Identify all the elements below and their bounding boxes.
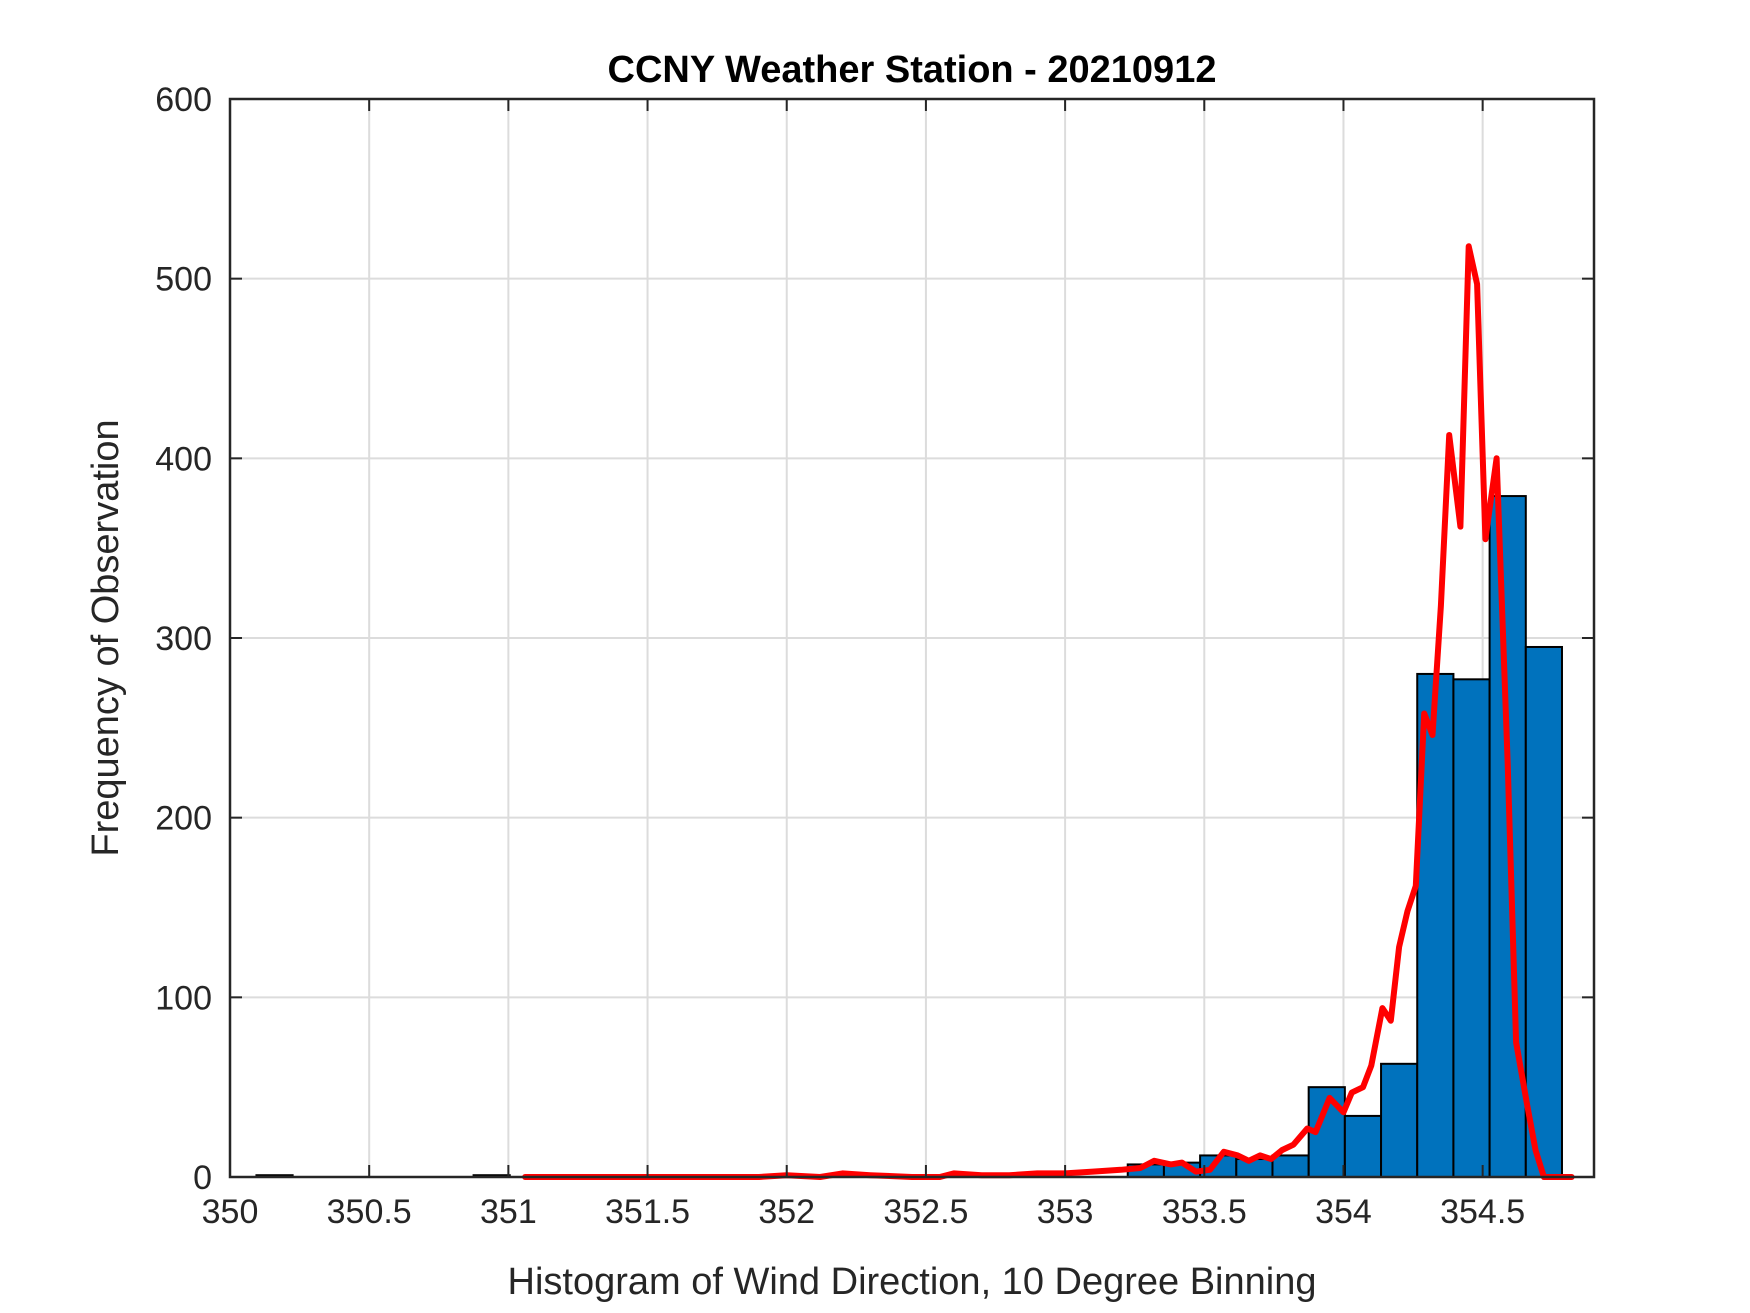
histogram-bar xyxy=(1524,645,1563,1178)
x-tick-label: 353 xyxy=(1037,1193,1094,1231)
y-tick-label: 400 xyxy=(155,440,212,478)
tick-labels: 350 350.5 351 351.5 352 352.5 353 353.5 354 354.5… xyxy=(155,81,1525,1231)
histogram-bar xyxy=(1271,1154,1310,1178)
x-tick-label: 354 xyxy=(1315,1193,1372,1231)
x-tick-label: 354.5 xyxy=(1440,1193,1525,1231)
y-tick-label: 0 xyxy=(193,1159,212,1197)
x-tick-label: 352 xyxy=(758,1193,815,1231)
x-axis-title: Histogram of Wind Direction, 10 Degree B… xyxy=(508,1261,1317,1303)
x-tick-label: 352.5 xyxy=(883,1193,968,1231)
y-tick-label: 100 xyxy=(155,979,212,1017)
axes xyxy=(228,97,1596,1179)
frequency-line-path xyxy=(522,243,1575,1180)
frequency-line xyxy=(522,243,1575,1180)
grid xyxy=(230,99,1594,1177)
y-tick-label: 200 xyxy=(155,800,212,838)
y-tick-label: 500 xyxy=(155,261,212,299)
y-axis-title: Frequency of Observation xyxy=(85,419,127,856)
x-tick-label: 351.5 xyxy=(605,1193,690,1231)
x-tick-label: 351 xyxy=(480,1193,537,1231)
x-tick-label: 350.5 xyxy=(327,1193,412,1231)
histogram-bar xyxy=(1343,1114,1383,1178)
x-tick-label: 350 xyxy=(202,1193,259,1231)
chart-title: CCNY Weather Station - 20210912 xyxy=(608,49,1217,91)
histogram-bar xyxy=(1235,1158,1274,1178)
x-tick-label: 353.5 xyxy=(1162,1193,1247,1231)
histogram-bar xyxy=(1452,678,1491,1178)
y-tick-label: 600 xyxy=(155,81,212,119)
histogram-bar xyxy=(1380,1062,1419,1179)
y-tick-label: 300 xyxy=(155,620,212,658)
